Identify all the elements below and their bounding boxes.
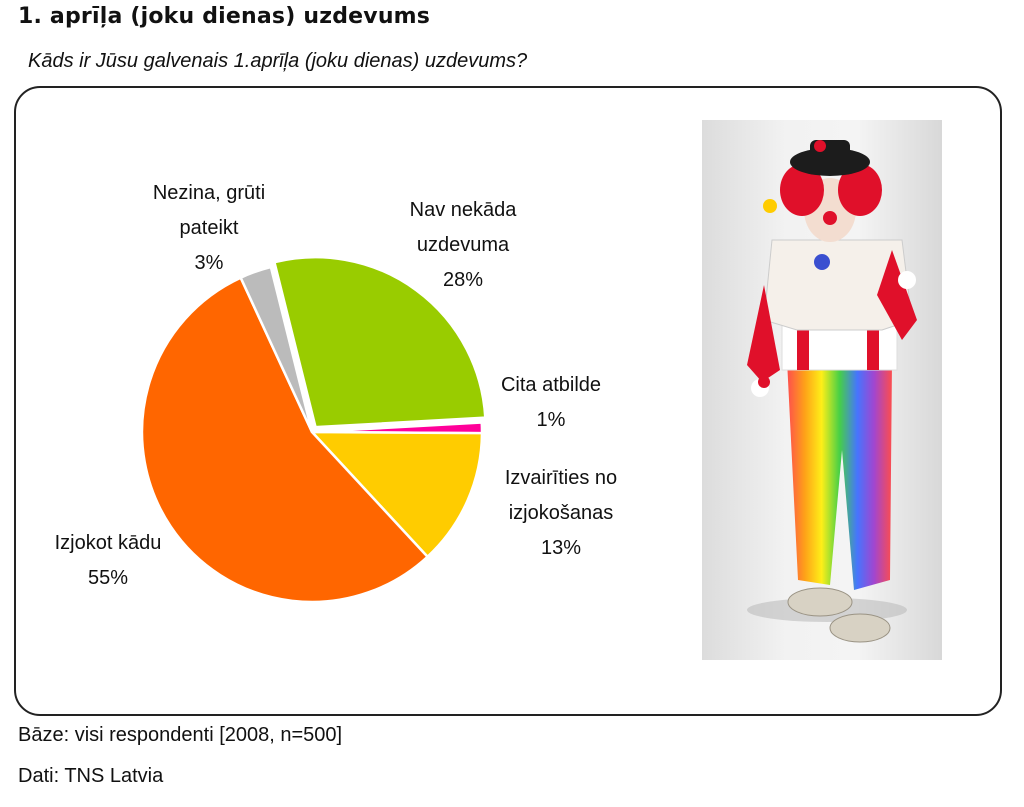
slice-value-label: 55%	[87, 567, 129, 589]
slice-label-line: Nezina, grūti	[152, 182, 266, 204]
slice-label-nezina: Nezina, grūti pateikt 3%	[124, 176, 294, 281]
chart-title: 1. aprīļa (joku dienas) uzdevums	[18, 4, 431, 29]
slice-value-label: 13%	[540, 537, 582, 559]
slice-label-nav-nekada: Nav nekāda uzdevuma 28%	[378, 193, 548, 298]
slice-label-line: uzdevuma	[416, 234, 510, 256]
slice-label-line: Izjokot kādu	[54, 532, 162, 554]
chart-subtitle: Kāds ir Jūsu galvenais 1.aprīļa (joku di…	[28, 50, 528, 72]
slice-izjokot-kadu	[140, 276, 430, 604]
slice-label-izjokot-kadu: Izjokot kādu 55%	[28, 526, 188, 596]
slice-nezina	[239, 265, 314, 433]
footer-base: Bāze: visi respondenti [2008, n=500]	[18, 724, 343, 746]
slice-label-line: Cita atbilde	[500, 374, 602, 396]
slice-value-label: 28%	[442, 269, 484, 291]
slice-label-cita-atbilde: Cita atbilde 1%	[476, 368, 626, 438]
slice-nav-nekada	[272, 255, 487, 429]
slice-label-line: Izvairīties no	[504, 467, 618, 489]
slice-label-line: izjokošanas	[508, 502, 614, 524]
slice-izvairities	[309, 430, 484, 559]
slice-label-line: Nav nekāda	[409, 199, 517, 221]
clown-illustration	[747, 140, 917, 643]
slice-label-izvairities: Izvairīties no izjokošanas 13%	[476, 461, 646, 566]
slice-label-line: pateikt	[179, 217, 239, 239]
footer-source: Dati: TNS Latvia	[18, 765, 164, 787]
slice-value-label: 1%	[536, 409, 566, 431]
slice-value-label: 3%	[194, 252, 224, 274]
clown-photo	[702, 120, 942, 660]
